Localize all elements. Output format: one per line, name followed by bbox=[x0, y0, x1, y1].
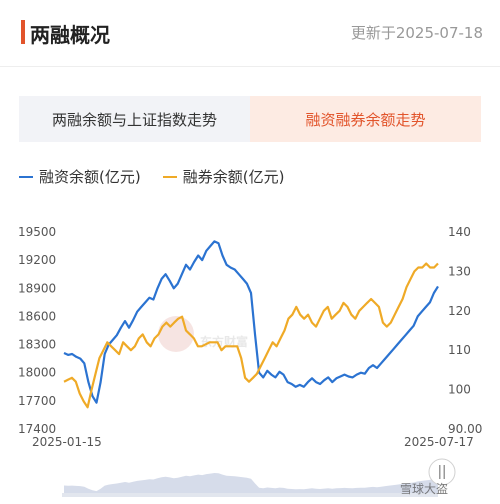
update-timestamp: 更新于2025-07-18 bbox=[350, 24, 483, 42]
financing-balance-line bbox=[63, 240, 439, 404]
legend-label-financing: 融资余额(亿元) bbox=[39, 168, 141, 186]
left-tick-label: 18000 bbox=[18, 366, 56, 380]
x-axis-start-label: 2025-01-15 bbox=[32, 435, 102, 449]
left-tick-label: 18300 bbox=[18, 338, 56, 352]
left-tick-label: 18600 bbox=[18, 309, 56, 323]
tab-margin-vs-index[interactable]: 两融余额与上证指数走势 bbox=[19, 96, 250, 142]
tab-bar: 两融余额与上证指数走势 融资融券余额走势 bbox=[19, 96, 481, 142]
chart-lines bbox=[63, 240, 439, 409]
right-tick-label: 140 bbox=[448, 225, 471, 239]
right-tick-label: 100 bbox=[448, 383, 471, 397]
left-tick-label: 19500 bbox=[18, 225, 56, 239]
x-axis-end-label: 2025-07-17 bbox=[404, 435, 474, 449]
grip-icon bbox=[439, 465, 441, 479]
grip-icon-bar bbox=[443, 465, 445, 479]
header-divider bbox=[0, 66, 500, 67]
left-tick-label: 18900 bbox=[18, 281, 56, 295]
legend-swatch-securities bbox=[162, 175, 177, 178]
legend-label-securities: 融券余额(亿元) bbox=[182, 168, 285, 186]
right-tick-label: 130 bbox=[448, 264, 471, 278]
navigator-handle-circle bbox=[428, 458, 456, 486]
right-tick-label: 110 bbox=[448, 343, 471, 357]
right-axis: 140 130 120 110 100 90.00 bbox=[448, 225, 482, 436]
left-tick-label: 19200 bbox=[18, 253, 56, 267]
navigator-handle[interactable] bbox=[428, 458, 456, 486]
tab-financing-securities[interactable]: 融资融券余额走势 bbox=[250, 96, 481, 142]
page-title: 两融概况 bbox=[30, 23, 110, 47]
page-header: 两融概况 更新于2025-07-18 bbox=[0, 0, 500, 66]
securities-balance-line bbox=[63, 262, 439, 409]
legend-swatch-financing bbox=[19, 175, 33, 178]
left-tick-label: 17700 bbox=[18, 394, 56, 408]
left-axis: 19500 19200 18900 18600 18300 18000 17700 17400 bbox=[18, 225, 56, 436]
right-tick-label: 120 bbox=[448, 304, 471, 318]
navigator-area bbox=[64, 473, 438, 494]
navigator-track bbox=[62, 493, 438, 497]
legend-item-financing[interactable]: 融资余额(亿元) bbox=[19, 166, 141, 187]
corner-watermark: 雪球大盗 bbox=[400, 481, 448, 496]
right-tick-label: 90.00 bbox=[448, 422, 482, 436]
legend-item-securities[interactable]: 融券余额(亿元) bbox=[162, 166, 285, 187]
left-tick-label: 17400 bbox=[18, 422, 56, 436]
chart-legend: 融资余额(亿元) 融券余额(亿元) bbox=[19, 166, 284, 187]
margin-balance-chart: 东方财富 19500192001890018600183001800017700… bbox=[18, 225, 482, 497]
range-navigator[interactable] bbox=[62, 473, 438, 497]
title-accent-bar bbox=[21, 20, 25, 44]
